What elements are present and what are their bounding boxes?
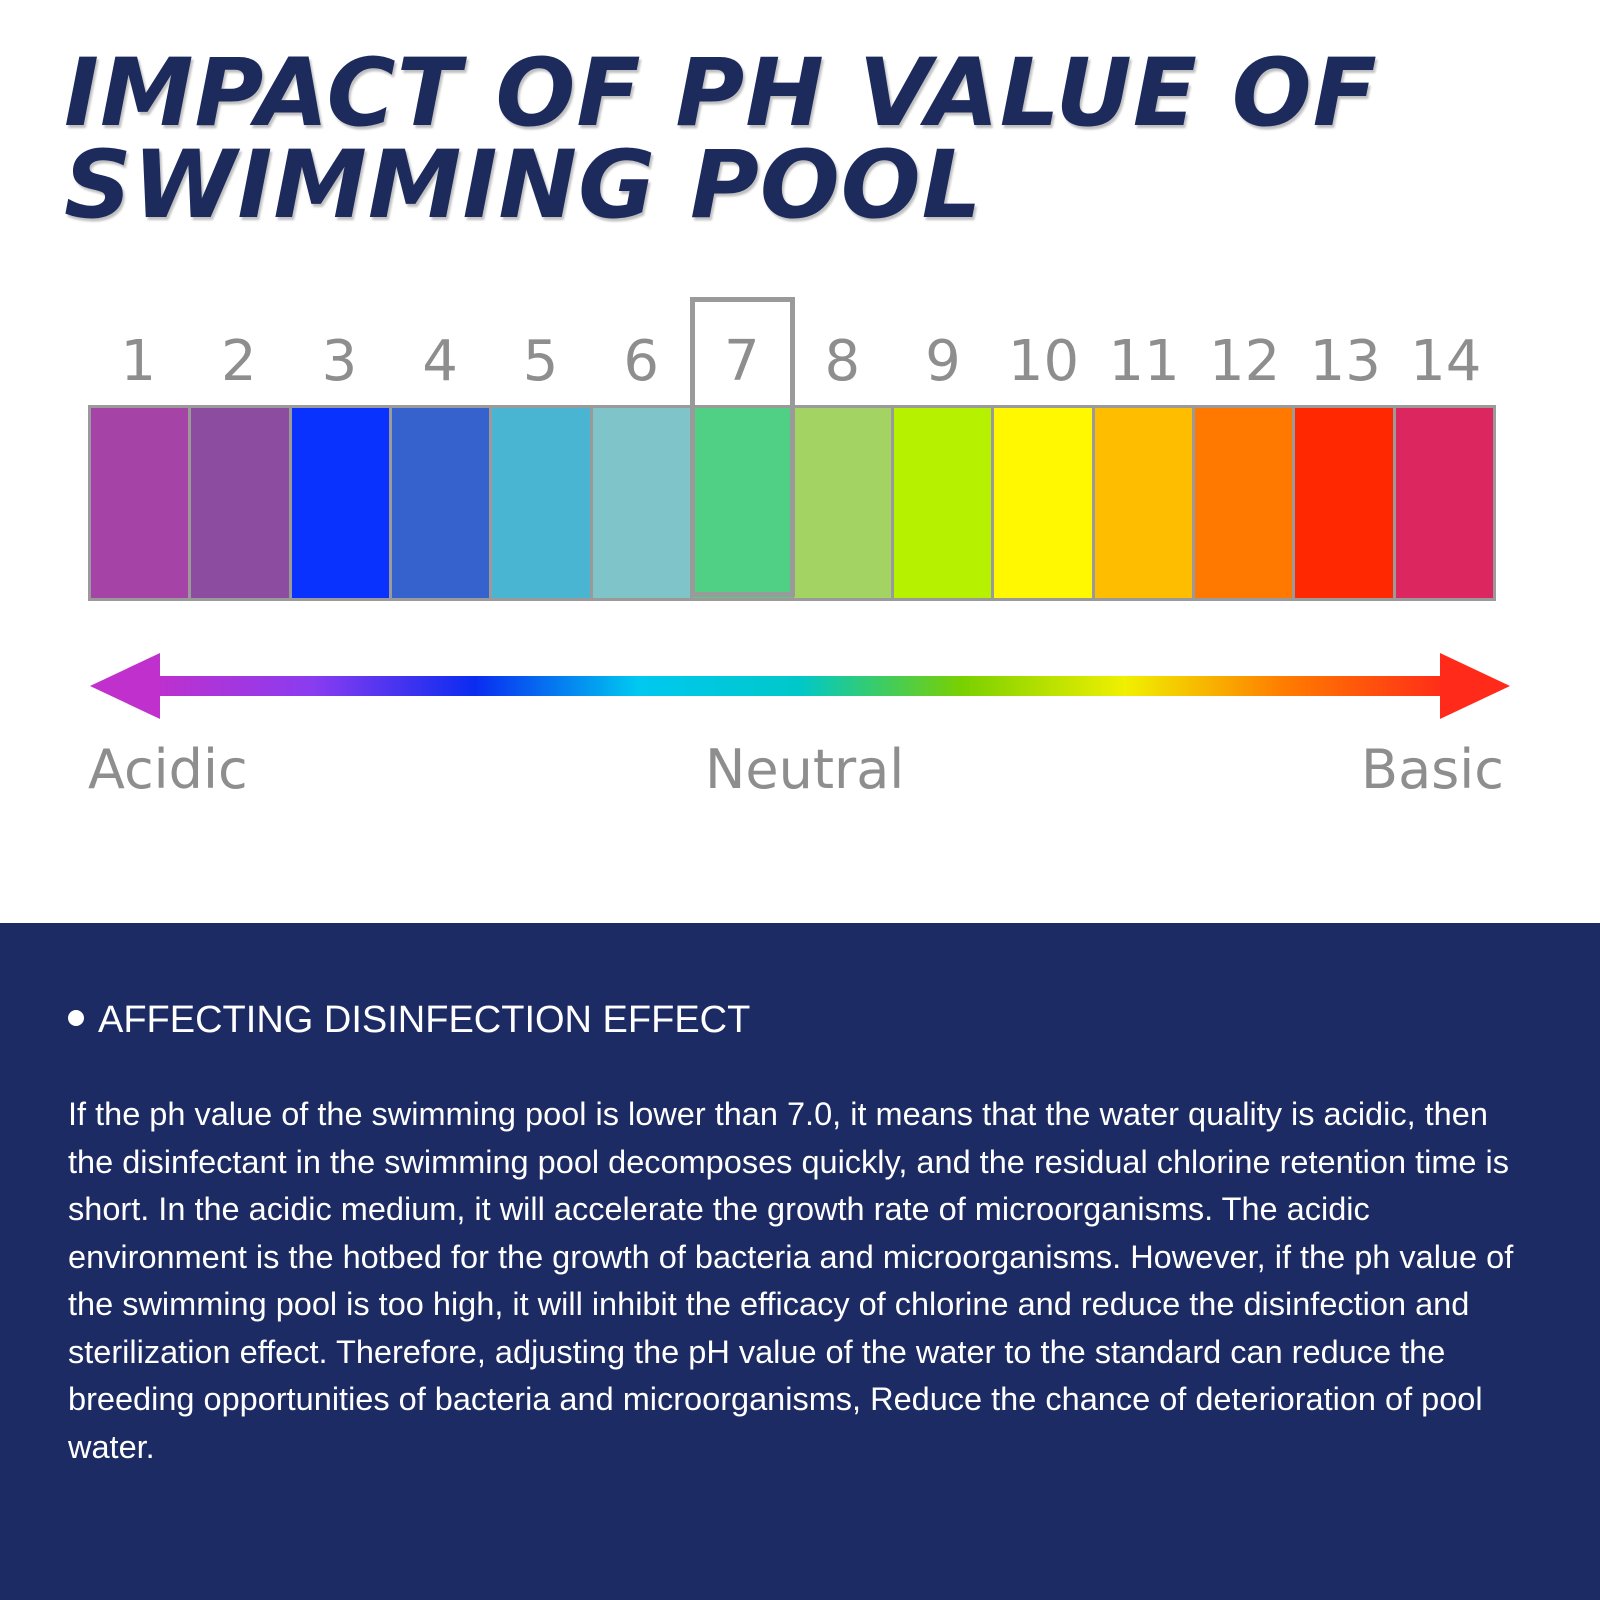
ph-swatch-2 (191, 408, 292, 598)
ph-swatch-9 (893, 408, 995, 598)
info-panel (0, 923, 1600, 1600)
ph-number-4: 4 (422, 329, 458, 394)
ph-swatch-3 (291, 408, 393, 598)
label-acidic: Acidic (88, 738, 248, 801)
page-title: IMPACT OF PH VALUE OF SWIMMING POOL (64, 39, 1544, 240)
ph-swatch-7 (693, 408, 794, 598)
ph-number-13: 13 (1309, 329, 1381, 394)
section-body: If the ph value of the swimming pool is … (68, 1096, 1514, 1465)
ph-number-8: 8 (824, 329, 861, 394)
label-neutral: Neutral (705, 738, 905, 801)
ph-number-10: 10 (1007, 329, 1080, 394)
title-line-2: SWIMMING POOL (64, 131, 983, 240)
ph-swatch-6 (592, 408, 694, 598)
ph-number-11: 11 (1108, 329, 1180, 394)
ph-number-6: 6 (623, 329, 659, 394)
ph-swatch-5 (492, 408, 593, 598)
ph-number-row: 1 2 3 4 5 6 7 8 9 10 11 12 13 14 (88, 322, 1496, 402)
section-heading-text: AFFECTING DISINFECTION EFFECT (98, 999, 751, 1041)
ph-swatch-8 (793, 408, 894, 598)
ph-number-1: 1 (120, 329, 157, 394)
ph-number-14: 14 (1410, 329, 1482, 394)
ph-number-2: 2 (221, 329, 257, 394)
arrow-head-left (90, 653, 160, 719)
arrow-shaft (150, 676, 1450, 696)
ph-number-7: 7 (723, 329, 760, 394)
section-heading: AFFECTING DISINFECTION EFFECT (68, 996, 750, 1044)
ph-number-3: 3 (321, 329, 358, 394)
bullet-icon (68, 1010, 84, 1026)
top-section: IMPACT OF PH VALUE OF SWIMMING POOL 1 2 … (64, 39, 1544, 801)
ph-color-scale (88, 405, 1496, 601)
ph-swatch-13 (1295, 408, 1396, 598)
title-line-1: IMPACT OF PH VALUE OF (64, 39, 1378, 148)
arrow-head-right (1440, 653, 1510, 719)
ph-swatch-12 (1194, 408, 1296, 598)
ph-swatch-10 (994, 408, 1095, 598)
ph-swatch-11 (1094, 408, 1195, 598)
ph-number-9: 9 (925, 329, 961, 394)
ph-number-5: 5 (522, 329, 559, 394)
acidity-arrow (90, 653, 1510, 719)
ph-number-12: 12 (1209, 329, 1281, 394)
label-basic: Basic (1361, 738, 1504, 801)
ph-swatch-14 (1395, 408, 1494, 598)
ph-swatch-4 (392, 408, 493, 598)
ph-swatch-1 (91, 408, 192, 598)
